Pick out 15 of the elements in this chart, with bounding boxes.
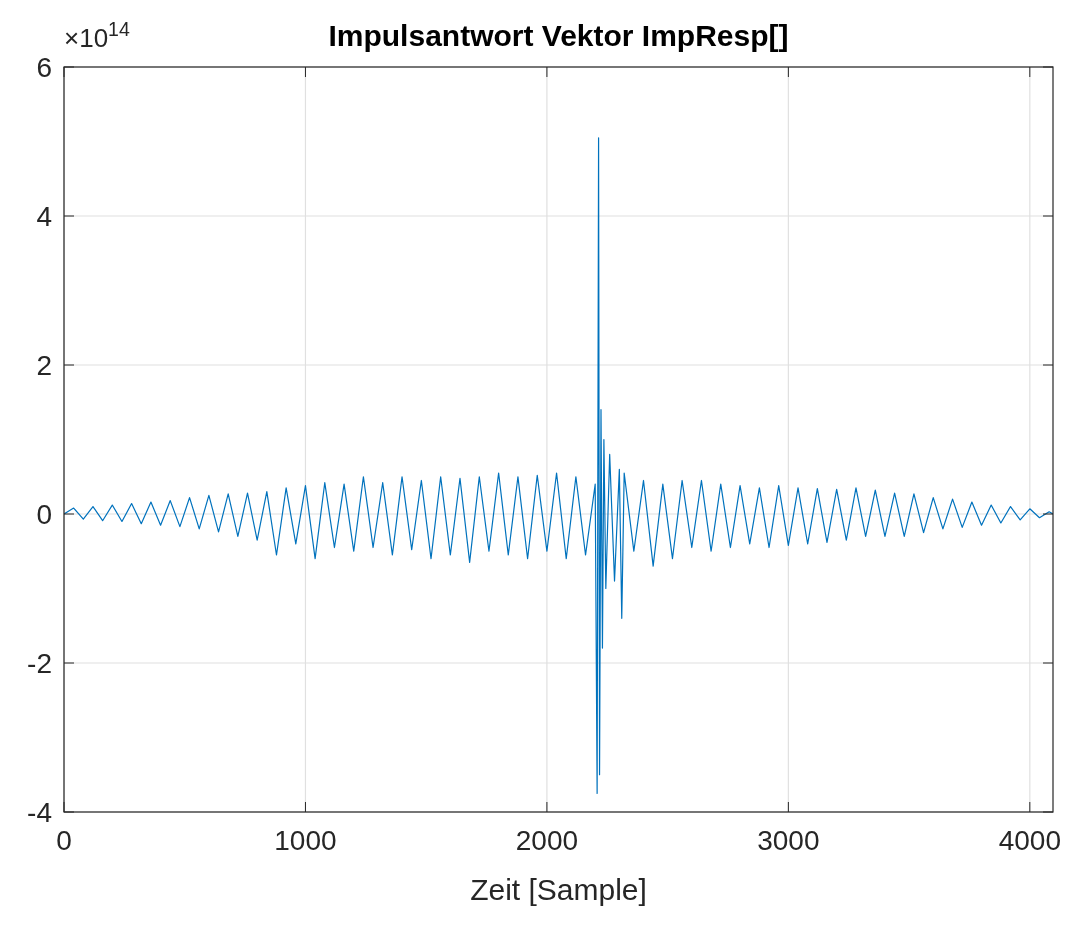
y-tick-label: -4 bbox=[27, 797, 52, 828]
line-series bbox=[64, 137, 1053, 794]
y-tick-label: 0 bbox=[36, 499, 52, 530]
x-axis-title: Zeit [Sample] bbox=[470, 873, 647, 906]
y-tick-label: 4 bbox=[36, 201, 52, 232]
x-tick-label: 2000 bbox=[515, 825, 579, 856]
text: ×10$^{14}$ bbox=[64, 18, 130, 53]
y-tick-label: -2 bbox=[27, 648, 52, 679]
y-tick-label: 2 bbox=[36, 350, 52, 381]
chart-title: Impulsantwort Vektor ImpResp[] bbox=[328, 19, 789, 52]
x-tick-label: 4000 bbox=[998, 825, 1061, 856]
x-tick-label: 1000 bbox=[274, 825, 337, 856]
x-tick-label: 3000 bbox=[757, 825, 820, 856]
y-tick-label: 6 bbox=[36, 52, 52, 83]
x-tick-label: 0 bbox=[56, 825, 72, 856]
